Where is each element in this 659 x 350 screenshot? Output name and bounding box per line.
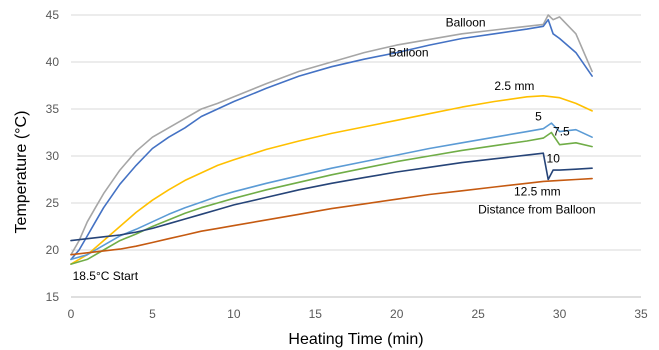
annotation-label: 2.5 mm — [494, 79, 534, 93]
annotation-label: 12.5 mm — [514, 184, 561, 198]
series-line-3 — [70, 95, 593, 265]
y-tick-label: 40 — [46, 55, 60, 69]
x-tick-label: 35 — [634, 307, 648, 321]
y-tick-label: 45 — [46, 8, 60, 22]
series-line-4 — [70, 122, 593, 261]
x-tick-label: 5 — [149, 307, 156, 321]
y-axis-title: Temperature (°C) — [13, 111, 30, 234]
x-axis-title: Heating Time (min) — [288, 331, 423, 348]
annotation-label: 7.5 — [553, 124, 570, 138]
annotation-label: Distance from Balloon — [478, 202, 595, 216]
series-line-2 — [70, 18, 593, 261]
gridlines — [71, 14, 641, 251]
x-tick-label: 30 — [553, 307, 567, 321]
annotation-label: 18.5°C Start — [73, 269, 139, 283]
x-tick-label: 25 — [471, 307, 485, 321]
annotation-label: Balloon — [446, 15, 486, 29]
x-tick-label: 15 — [309, 307, 323, 321]
y-tick-label: 20 — [46, 243, 60, 257]
annotation-label: 5 — [535, 109, 542, 123]
x-tick-label: 20 — [390, 307, 404, 321]
series-line-1 — [70, 14, 593, 256]
annotation-label: 10 — [547, 152, 561, 166]
y-tick-labels: 15 20 25 30 35 40 45 — [46, 8, 60, 304]
y-tick-label: 15 — [46, 290, 60, 304]
annotations: Balloon Balloon 2.5 mm 5 7.5 10 12.5 mm Distanc… — [73, 15, 596, 283]
y-tick-label: 30 — [46, 149, 60, 163]
x-tick-labels: 0 5 10 15 20 25 30 35 — [68, 307, 648, 321]
series-line-6 — [70, 152, 593, 242]
y-tick-label: 35 — [46, 102, 60, 116]
series-line-5 — [70, 131, 593, 265]
annotation-label: Balloon — [389, 45, 429, 59]
y-tick-label: 25 — [46, 196, 60, 210]
x-tick-label: 0 — [68, 307, 75, 321]
x-tick-label: 10 — [227, 307, 241, 321]
series-lines — [70, 14, 593, 265]
series-line-7 — [70, 177, 593, 256]
